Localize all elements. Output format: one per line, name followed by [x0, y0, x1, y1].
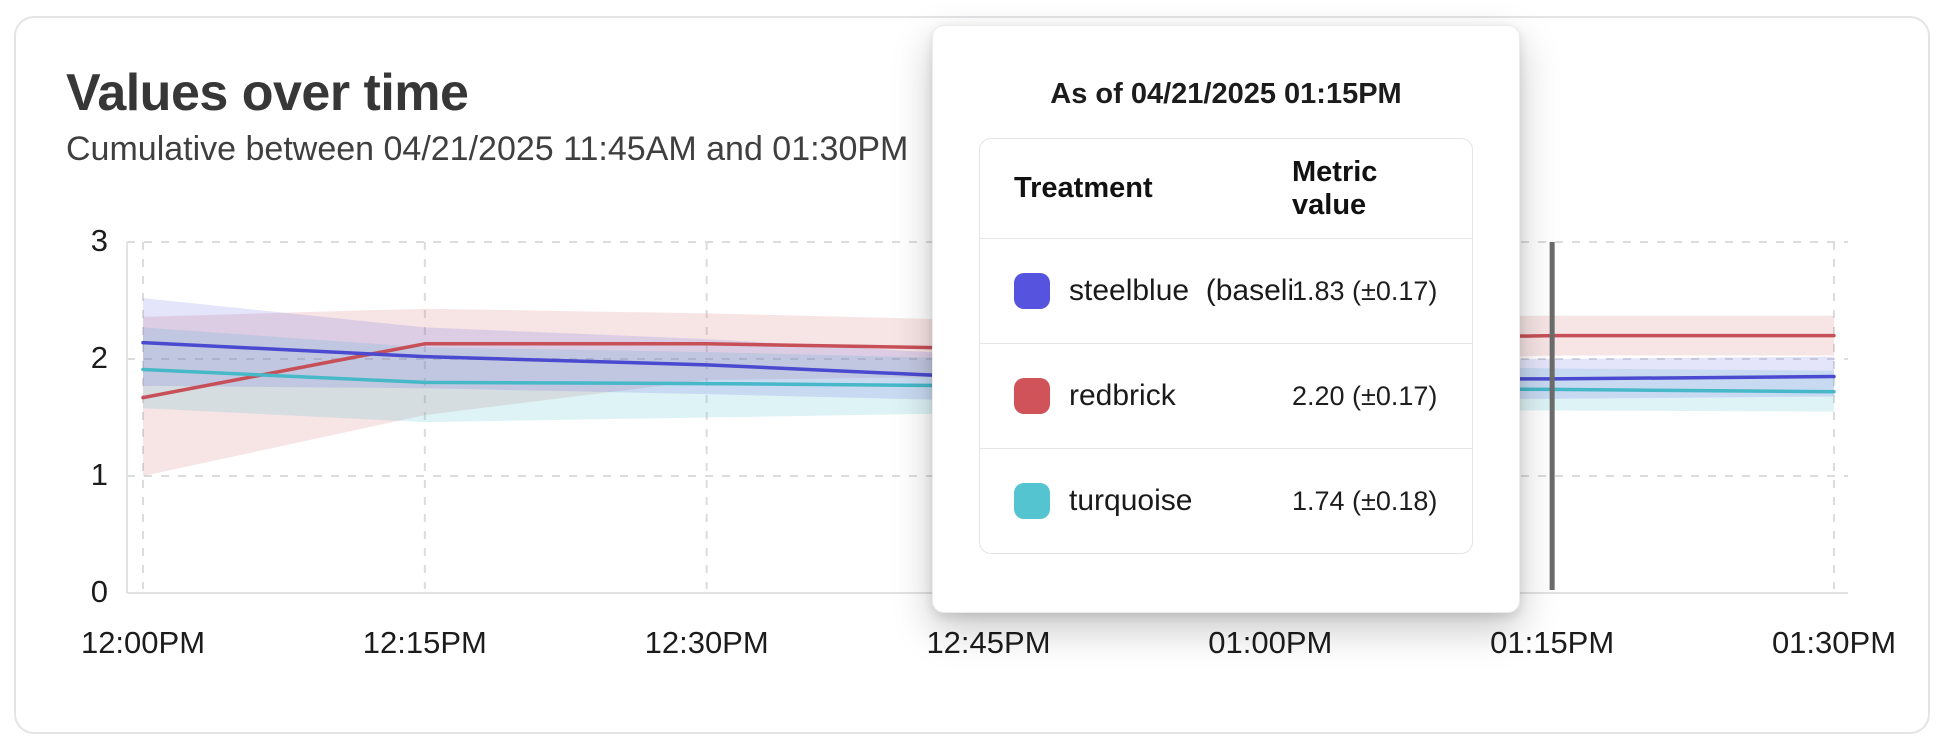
treatment-label: turquoise	[1069, 484, 1193, 517]
column-header-treatment: Treatment	[1014, 172, 1153, 204]
table-row: steelblue (baseli 1.83 (±0.17)	[980, 238, 1472, 343]
x-tick-label: 12:00PM	[81, 625, 205, 660]
x-tick-label: 01:00PM	[1208, 625, 1332, 660]
metric-value: 1.83 (±0.17)	[1292, 275, 1438, 306]
x-tick-label: 01:15PM	[1490, 625, 1614, 660]
metric-value: 2.20 (±0.17)	[1292, 380, 1438, 411]
tooltip-title: As of 04/21/2025 01:15PM	[1050, 78, 1402, 110]
chart-tooltip: As of 04/21/2025 01:15PM Treatment Metri…	[932, 25, 1520, 613]
series-color-swatch-steelblue	[1014, 273, 1050, 309]
table-row: redbrick 2.20 (±0.17)	[980, 343, 1472, 448]
x-tick-label: 12:45PM	[926, 625, 1050, 660]
treatment-label: redbrick	[1069, 379, 1176, 412]
x-tick-label: 12:30PM	[645, 625, 769, 660]
x-tick-label: 01:30PM	[1772, 625, 1896, 660]
treatment-label: steelblue (baseli	[1069, 274, 1292, 307]
y-tick-label: 1	[91, 457, 108, 492]
page-title: Values over time	[66, 64, 469, 122]
series-color-swatch-redbrick	[1014, 378, 1050, 414]
y-tick-label: 0	[91, 574, 108, 609]
table-row: turquoise 1.74 (±0.18)	[980, 448, 1472, 553]
tooltip-table-header: Treatment Metric value	[980, 139, 1472, 238]
series-color-swatch-turquoise	[1014, 483, 1050, 519]
y-tick-label: 2	[91, 340, 108, 375]
y-tick-label: 3	[91, 223, 108, 258]
page-subtitle: Cumulative between 04/21/2025 11:45AM an…	[66, 130, 909, 168]
x-tick-label: 12:15PM	[363, 625, 487, 660]
tooltip-table: Treatment Metric value steelblue (baseli…	[979, 138, 1473, 554]
metric-value: 1.74 (±0.18)	[1292, 485, 1438, 516]
column-header-metric-value: Metric value	[1292, 155, 1378, 221]
